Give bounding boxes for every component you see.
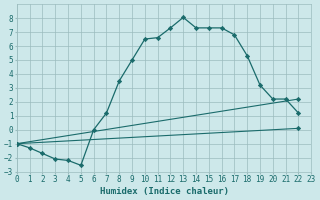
X-axis label: Humidex (Indice chaleur): Humidex (Indice chaleur) — [100, 187, 228, 196]
